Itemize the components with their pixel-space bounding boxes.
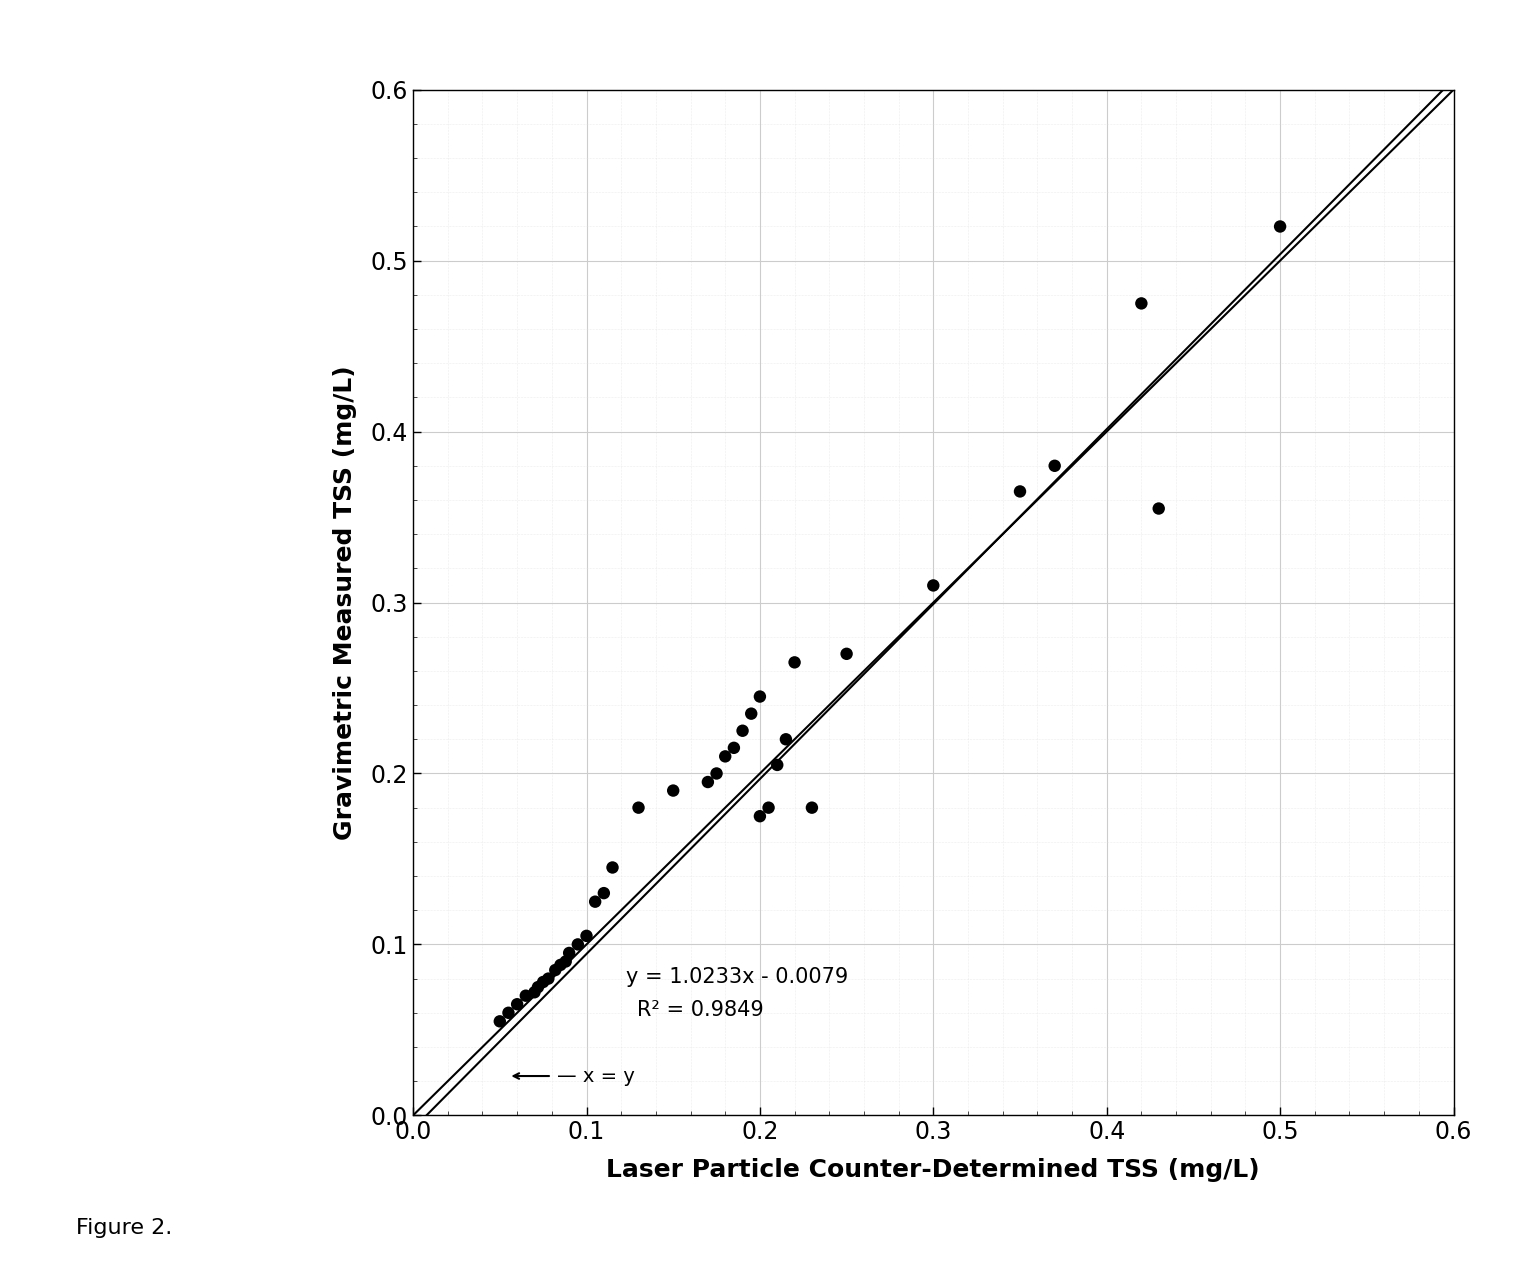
Point [661, 781, 685, 801]
Point [554, 951, 578, 972]
Point [713, 746, 737, 767]
Point [774, 729, 799, 750]
X-axis label: Laser Particle Counter-Determined TSS (mg/L): Laser Particle Counter-Determined TSS (m… [606, 1158, 1261, 1182]
Point [505, 994, 529, 1014]
Point [566, 935, 591, 955]
Point [696, 772, 721, 792]
Text: R² = 0.9849: R² = 0.9849 [636, 1000, 763, 1019]
Point [522, 982, 546, 1003]
Y-axis label: Gravimetric Measured TSS (mg/L): Gravimetric Measured TSS (mg/L) [332, 365, 356, 840]
Point [782, 653, 806, 673]
Point [765, 755, 789, 776]
Point [1268, 217, 1293, 237]
Point [722, 737, 747, 758]
Point [592, 883, 617, 904]
Text: Figure 2.: Figure 2. [76, 1218, 173, 1238]
Point [600, 858, 624, 878]
Text: — x = y: — x = y [557, 1067, 635, 1086]
Point [526, 977, 551, 997]
Point [557, 942, 581, 963]
Point [921, 576, 946, 596]
Point [536, 968, 560, 988]
Point [704, 763, 728, 783]
Point [531, 972, 555, 992]
Point [583, 891, 607, 912]
Point [1146, 499, 1170, 519]
Point [748, 686, 773, 706]
Point [739, 704, 763, 724]
Point [1008, 481, 1033, 501]
Point [574, 926, 598, 946]
Point [626, 797, 650, 818]
Point [514, 986, 539, 1006]
Point [543, 960, 568, 981]
Point [1042, 455, 1066, 476]
Point [730, 720, 754, 741]
Point [748, 806, 773, 827]
Point [548, 955, 572, 976]
Point [488, 1011, 513, 1032]
Point [800, 797, 825, 818]
Point [756, 797, 780, 818]
Point [496, 1003, 520, 1023]
Point [1129, 294, 1154, 314]
Point [834, 644, 858, 664]
Text: y = 1.0233x - 0.0079: y = 1.0233x - 0.0079 [626, 967, 849, 987]
